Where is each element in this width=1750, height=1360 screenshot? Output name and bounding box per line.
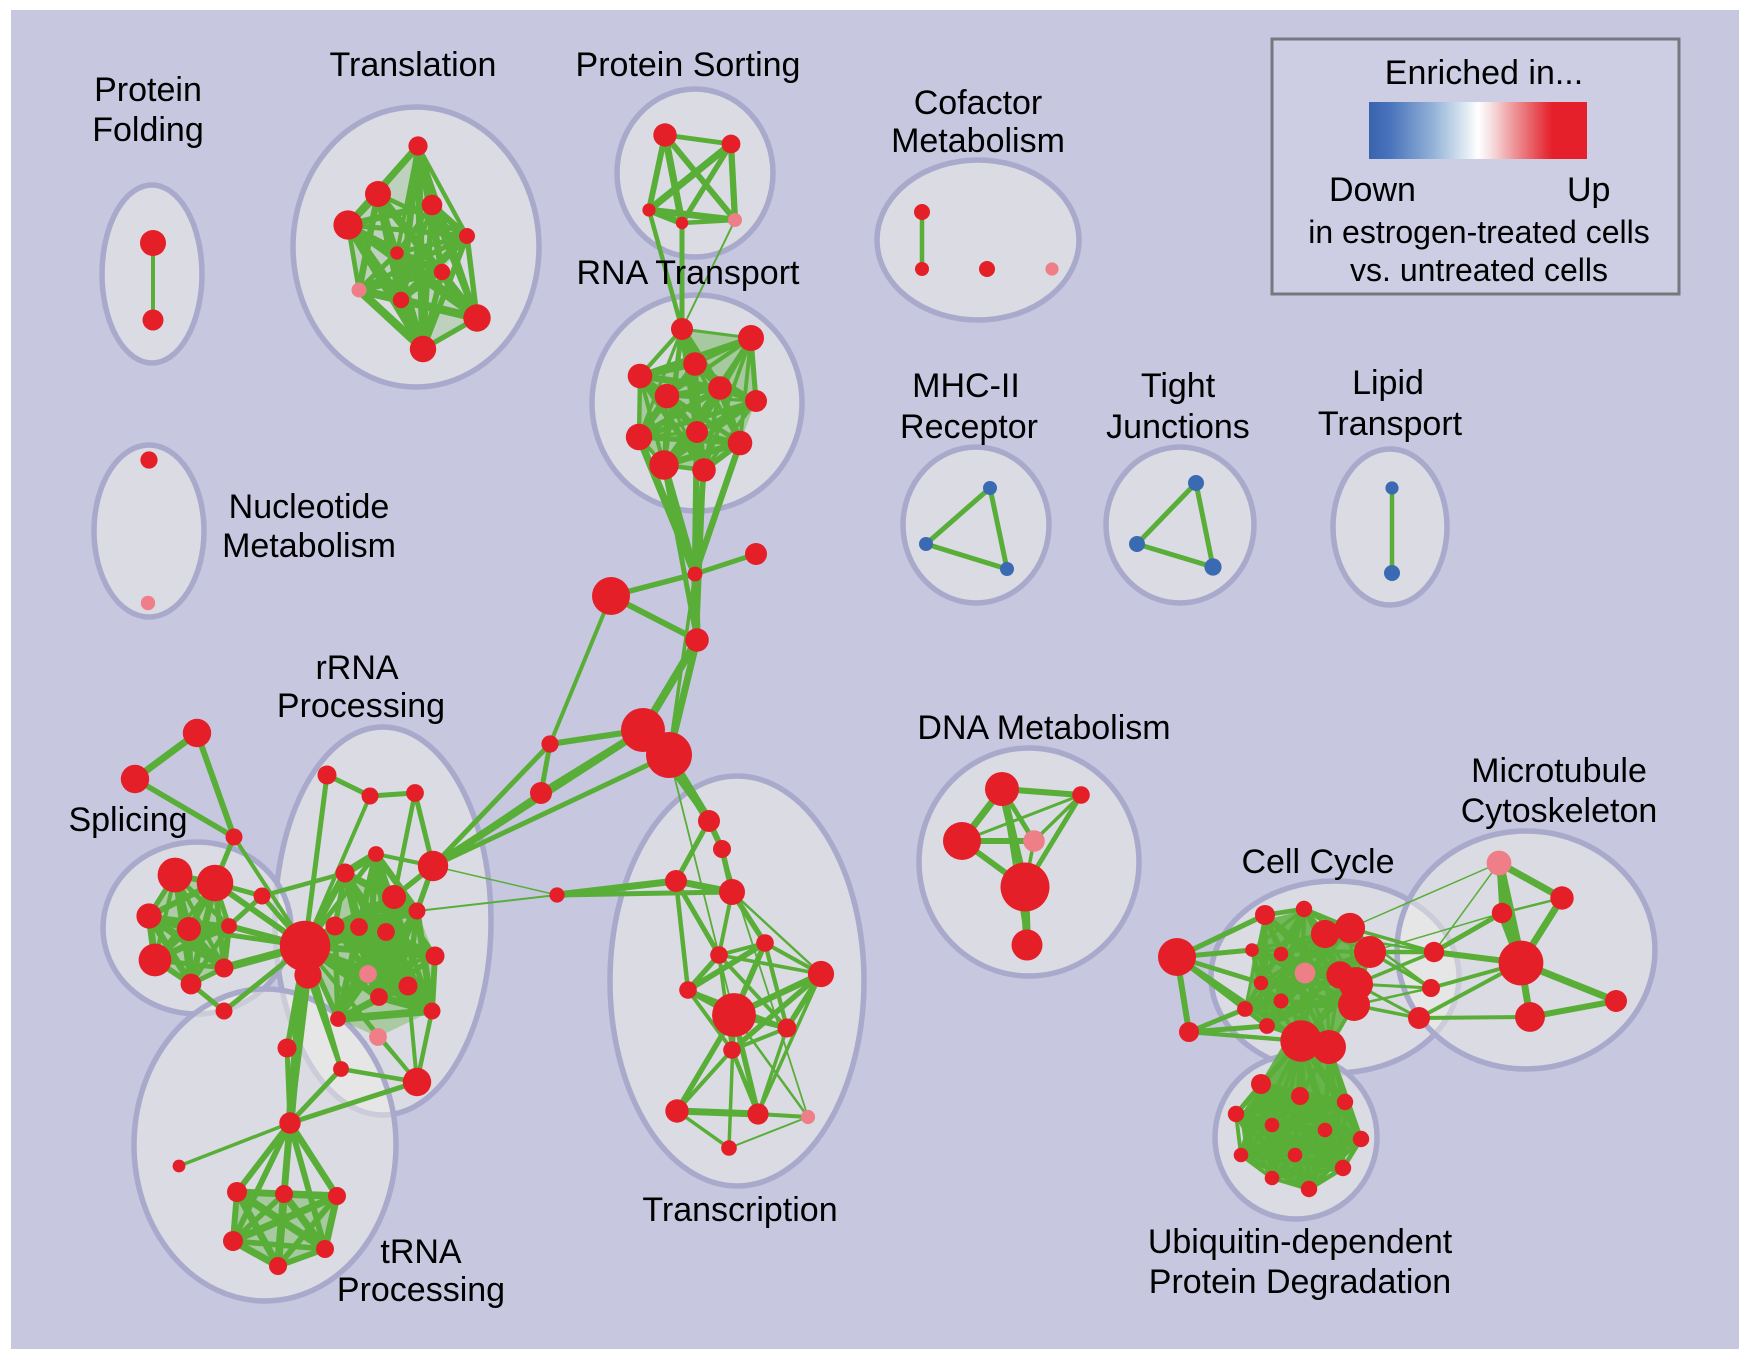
svg-text:Processing: Processing xyxy=(337,1271,505,1309)
svg-text:rRNA: rRNA xyxy=(315,649,398,687)
svg-text:Protein: Protein xyxy=(94,71,202,109)
svg-text:Protein Sorting: Protein Sorting xyxy=(576,46,801,84)
svg-text:Cell Cycle: Cell Cycle xyxy=(1241,843,1394,881)
svg-text:in estrogen-treated cells: in estrogen-treated cells xyxy=(1308,214,1650,250)
svg-text:Cytoskeleton: Cytoskeleton xyxy=(1461,792,1658,830)
svg-text:Translation: Translation xyxy=(330,46,497,84)
svg-text:Receptor: Receptor xyxy=(900,408,1038,446)
svg-text:Metabolism: Metabolism xyxy=(891,122,1065,160)
svg-text:Protein Degradation: Protein Degradation xyxy=(1149,1263,1451,1301)
svg-text:Transcription: Transcription xyxy=(642,1191,837,1229)
svg-text:tRNA: tRNA xyxy=(380,1233,462,1271)
svg-text:Lipid: Lipid xyxy=(1352,364,1424,402)
svg-text:Junctions: Junctions xyxy=(1106,408,1250,446)
svg-text:Transport: Transport xyxy=(1318,405,1463,443)
svg-text:vs. untreated cells: vs. untreated cells xyxy=(1350,252,1608,288)
svg-text:Folding: Folding xyxy=(92,111,204,149)
svg-text:Down: Down xyxy=(1329,171,1416,209)
svg-text:Metabolism: Metabolism xyxy=(222,527,396,565)
svg-text:Cofactor: Cofactor xyxy=(914,84,1043,122)
svg-text:Microtubule: Microtubule xyxy=(1471,752,1647,790)
svg-text:DNA Metabolism: DNA Metabolism xyxy=(917,709,1170,747)
svg-text:Splicing: Splicing xyxy=(68,801,187,839)
svg-text:Processing: Processing xyxy=(277,687,445,725)
svg-text:Tight: Tight xyxy=(1141,367,1216,405)
svg-text:Enriched in...: Enriched in... xyxy=(1385,54,1583,92)
svg-text:Up: Up xyxy=(1567,171,1610,209)
svg-text:Nucleotide: Nucleotide xyxy=(229,488,390,526)
svg-text:Ubiquitin-dependent: Ubiquitin-dependent xyxy=(1148,1223,1453,1261)
svg-text:RNA Transport: RNA Transport xyxy=(577,254,801,292)
svg-text:MHC-II: MHC-II xyxy=(912,367,1020,405)
